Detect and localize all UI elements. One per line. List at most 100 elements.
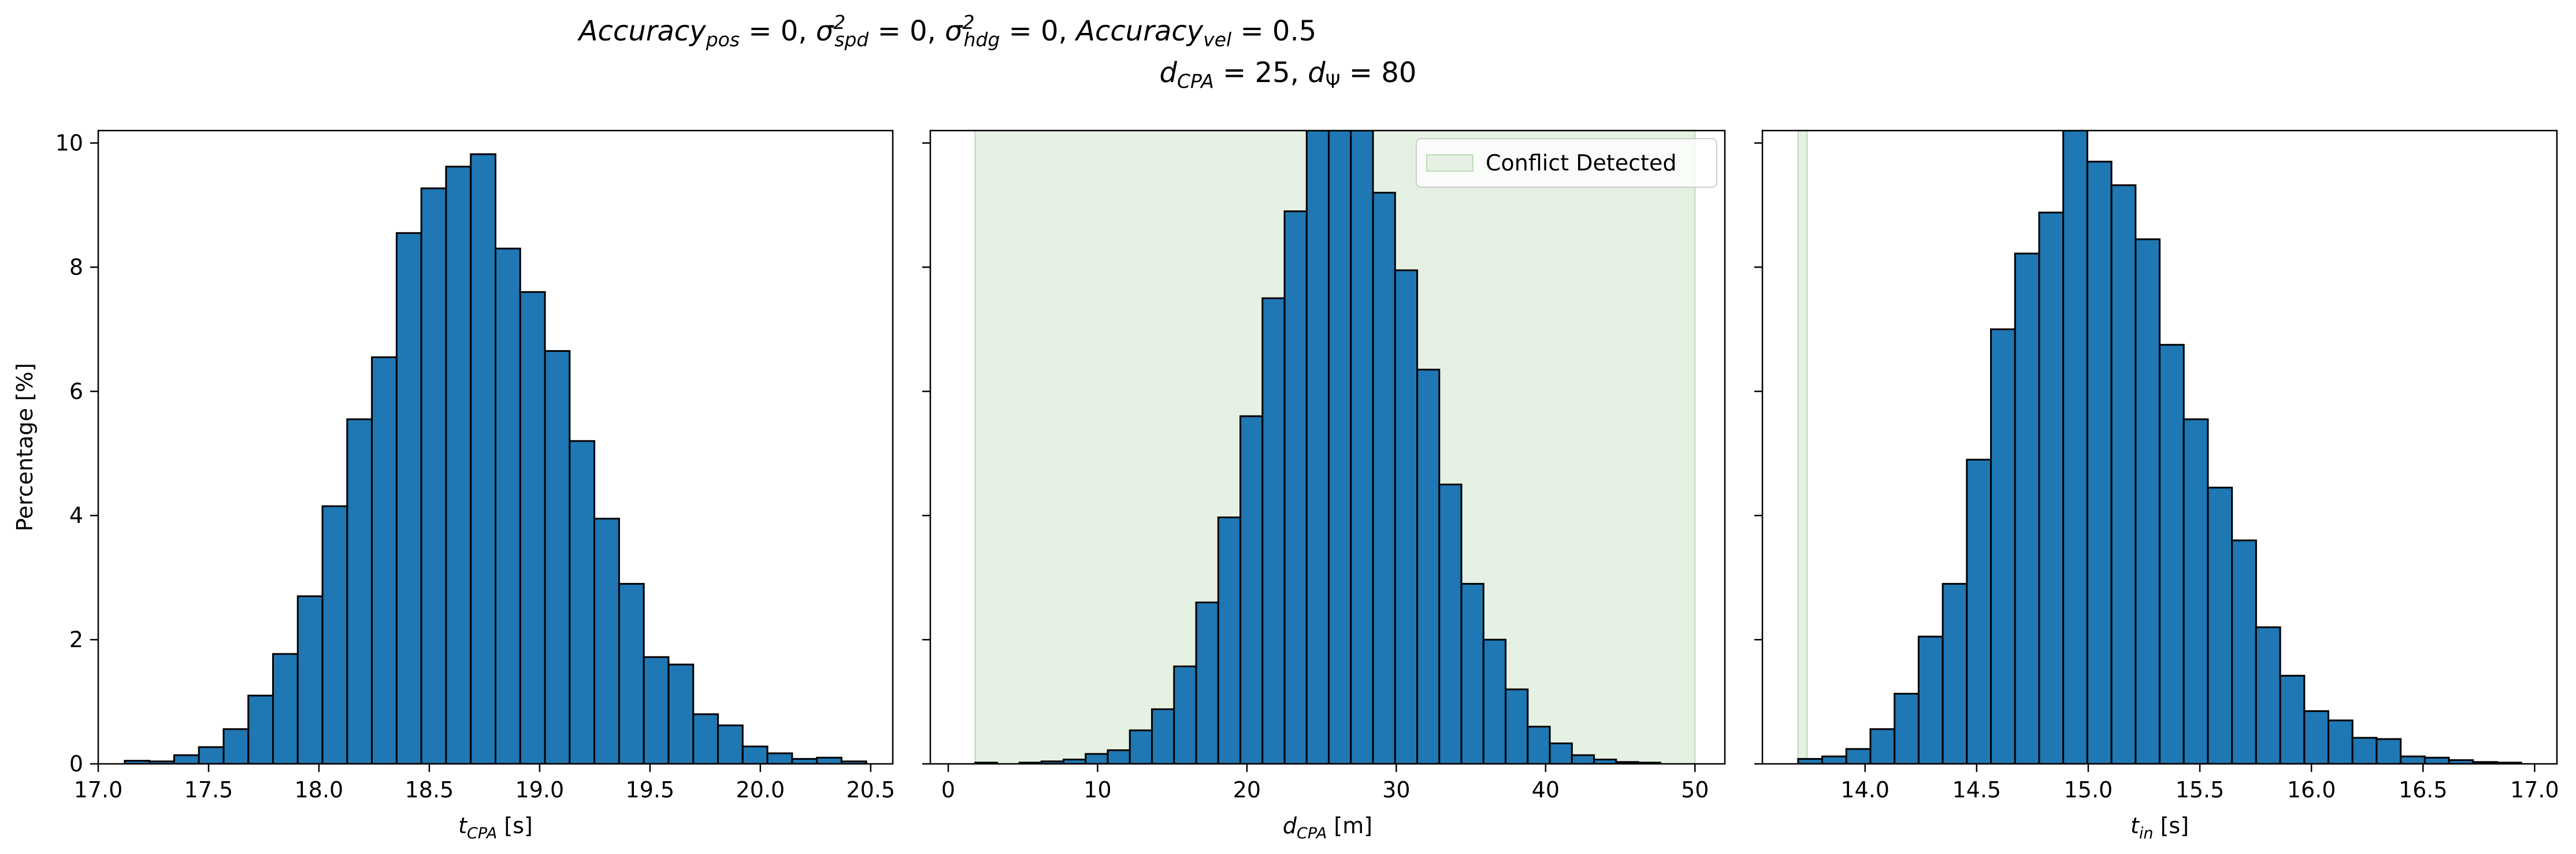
histogram-bar <box>1505 688 1529 764</box>
legend-label: Conflict Detected <box>1486 150 1676 176</box>
histogram-bar <box>1350 131 1374 764</box>
histogram-bar <box>1527 726 1551 764</box>
histogram-bar <box>445 165 472 764</box>
histogram-bar <box>519 291 546 764</box>
histogram-bar <box>2351 737 2378 764</box>
y-axis-label: Percentage [%] <box>12 363 38 532</box>
histogram-bar <box>544 350 571 764</box>
histogram-bar <box>2255 626 2281 764</box>
histogram-bar <box>2086 161 2113 764</box>
x-tick-label: 16.5 <box>2399 777 2448 803</box>
histogram-bar <box>2327 719 2354 764</box>
histogram-bar <box>198 746 225 764</box>
figure-title-line2: dCPA = 25, dΨ = 80 <box>1160 57 1417 92</box>
x-axis-label: dCPA [m] <box>1283 813 1372 842</box>
histogram-bar <box>569 440 596 764</box>
histogram-bar <box>470 153 497 764</box>
x-tick-label: 20.0 <box>736 777 785 803</box>
histogram-bar <box>593 518 620 764</box>
y-tick-label: 10 <box>55 130 83 155</box>
x-tick-label: 18.5 <box>405 777 454 803</box>
y-tick-label: 6 <box>69 378 83 404</box>
x-tick-label: 40 <box>1532 777 1560 803</box>
histogram-bar <box>2400 755 2426 764</box>
histogram-bar <box>173 754 200 764</box>
histogram-bar <box>1845 748 1872 764</box>
histogram-bar <box>2014 253 2040 764</box>
y-tick-label: 8 <box>69 254 83 280</box>
histogram-bar <box>1894 693 1920 764</box>
x-axis-label: tin [s] <box>2130 813 2189 842</box>
histogram-bar <box>1482 638 1507 764</box>
legend-box <box>1416 138 1717 188</box>
histogram-bar <box>766 752 793 764</box>
histogram-bar <box>2231 539 2257 764</box>
plot-area <box>1797 131 2522 764</box>
legend-swatch <box>1426 154 1473 172</box>
histogram-bar <box>222 728 250 764</box>
x-tick-label: 50 <box>1681 777 1709 803</box>
histogram-panel-dcpa: 0 10 20 30 40 50 dCPA [m] Conflict Detected <box>922 129 1726 842</box>
x-tick-label: 30 <box>1382 777 1410 803</box>
x-tick-label: 15.0 <box>2064 777 2113 803</box>
conflict-detected-region <box>1797 131 1808 764</box>
x-tick-label: 19.5 <box>626 777 675 803</box>
histogram-bar <box>2182 418 2209 764</box>
x-tick-label: 0 <box>941 777 955 803</box>
figure-title: Accuracypos = 0, σ2 spd = 0, σ2 hdg = 0, A… <box>577 11 1417 92</box>
histogram-bar <box>1460 582 1484 764</box>
histogram-bar <box>1966 458 1992 764</box>
histogram-bar <box>1416 369 1441 764</box>
histogram-bar <box>2038 211 2065 764</box>
x-tick-label: 20.5 <box>847 777 896 803</box>
histogram-bar <box>791 758 818 764</box>
histogram-bar <box>2135 238 2161 764</box>
histogram-bar <box>495 247 521 764</box>
x-tick-label: 18.0 <box>295 777 344 803</box>
histogram-bar <box>816 756 842 764</box>
x-tick-label: 14.5 <box>1952 777 2001 803</box>
histogram-bar <box>2110 184 2137 764</box>
histogram-bar <box>1261 297 1286 764</box>
x-tick-label: 15.5 <box>2176 777 2225 803</box>
y-tick-label: 4 <box>69 503 83 528</box>
histogram-bar <box>1571 754 1595 764</box>
histogram-bar <box>1283 210 1308 764</box>
histogram-bar <box>667 663 695 764</box>
histogram-bar <box>618 582 645 764</box>
histogram-bar <box>1549 742 1573 764</box>
x-tick-label: 20 <box>1233 777 1261 803</box>
histogram-panel-tin: 14.0 14.5 15.0 15.5 16.0 16.5 17.0 tin [s] <box>1754 129 2559 842</box>
axes-frame <box>97 129 894 765</box>
histogram-bar <box>1372 191 1396 764</box>
histogram-bar <box>1129 729 1153 764</box>
x-tick-label: 16.0 <box>2287 777 2336 803</box>
histogram-bar <box>1869 728 1896 764</box>
histogram-bar <box>1195 601 1219 764</box>
histogram-bar <box>371 356 398 764</box>
histogram-bar <box>296 595 324 764</box>
x-axis-label: tCPA [s] <box>458 813 533 842</box>
histogram-bar <box>1239 415 1264 764</box>
x-tick-label: 10 <box>1083 777 1111 803</box>
x-tick-label: 17.0 <box>74 777 123 803</box>
histogram-bar <box>1990 328 2016 764</box>
legend: Conflict Detected <box>1416 138 1717 188</box>
axes-frame <box>1761 129 2558 765</box>
x-tick-label: 17.5 <box>184 777 233 803</box>
histogram-bar <box>2207 487 2233 764</box>
histogram-bar <box>272 653 299 764</box>
histogram-bar <box>1438 483 1463 764</box>
histogram-bar <box>2423 756 2450 764</box>
histogram-panel-tcpa: 17.0 17.5 18.0 18.5 19.0 19.5 20.0 20.5 0 2 4 6 8 10 t… <box>12 129 896 842</box>
histogram-bar <box>692 713 719 764</box>
histogram-bar <box>321 505 348 764</box>
x-tick-label: 14.0 <box>1840 777 1890 803</box>
histogram-bar <box>2159 344 2185 764</box>
histogram-bar <box>1328 131 1352 764</box>
histogram-bar <box>2062 131 2088 764</box>
histogram-bar <box>717 724 744 764</box>
figure-title-line1: Accuracypos = 0, σ2 spd = 0, σ2 hdg = 0, A… <box>577 11 1317 51</box>
histogram-bar <box>1942 582 1968 764</box>
histogram-bar <box>2375 738 2402 764</box>
